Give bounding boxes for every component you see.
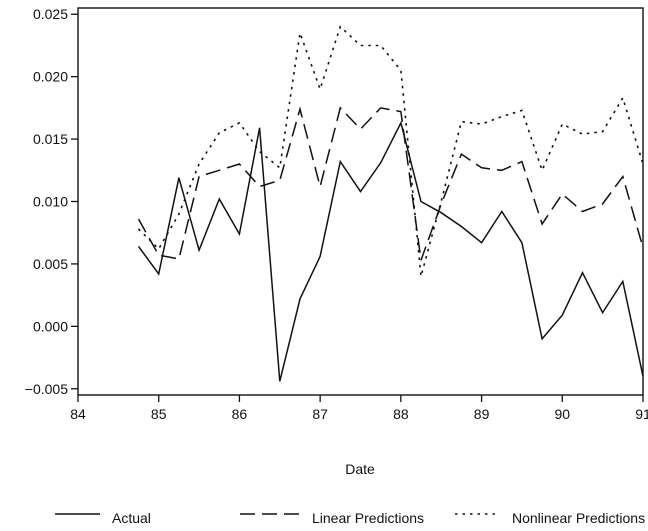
- x-tick-label: 85: [151, 406, 167, 422]
- data-point: [299, 32, 302, 35]
- series-layer: [137, 25, 644, 382]
- series-line-2: [137, 25, 644, 277]
- legend-label: Nonlinear Predictions: [512, 510, 645, 526]
- legend-label: Linear Predictions: [312, 510, 424, 526]
- data-point: [319, 88, 322, 91]
- series-line-0: [137, 120, 644, 382]
- x-tick-label: 88: [393, 406, 409, 422]
- data-point: [177, 257, 180, 260]
- x-axis-label: Date: [345, 461, 375, 477]
- y-tick-label: 0.015: [33, 131, 68, 147]
- data-point: [420, 275, 423, 278]
- data-point: [480, 123, 483, 126]
- data-point: [157, 247, 160, 250]
- x-tick-label: 91: [635, 406, 648, 422]
- y-tick-label: 0.010: [33, 194, 68, 210]
- y-tick-label: 0.020: [33, 69, 68, 85]
- y-tick-label: 0.005: [33, 256, 68, 272]
- x-tick-label: 89: [474, 406, 490, 422]
- x-tick-label: 84: [70, 406, 86, 422]
- data-point: [319, 185, 322, 188]
- y-tick-label: 0.025: [33, 6, 68, 22]
- x-tick-label: 86: [232, 406, 248, 422]
- legend: Actual Linear Predictions Nonlinear Predic…: [55, 510, 645, 526]
- legend-label: Actual: [112, 510, 151, 526]
- x-tick-label: 90: [554, 406, 570, 422]
- data-point: [561, 193, 564, 196]
- data-point: [541, 169, 544, 172]
- x-axis: 84 85 86 87 88 89 90 91: [70, 395, 648, 422]
- data-point: [157, 254, 160, 257]
- y-tick-label: −0.005: [25, 381, 68, 397]
- y-tick-label: 0.000: [33, 318, 68, 334]
- data-point: [379, 44, 382, 47]
- y-axis: 0.025 0.020 0.015 0.010 0.005 0.000 −0.005: [25, 6, 78, 397]
- series-line-1: [137, 106, 644, 261]
- x-tick-label: 87: [312, 406, 328, 422]
- data-point: [278, 179, 281, 182]
- plot-frame: [77, 7, 644, 396]
